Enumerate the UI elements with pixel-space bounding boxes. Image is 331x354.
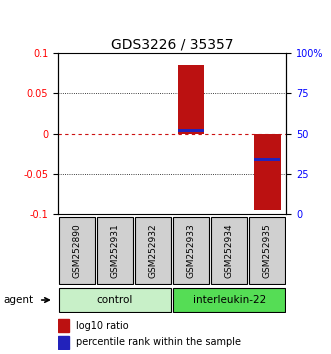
- Text: log10 ratio: log10 ratio: [76, 321, 129, 331]
- Text: GSM252890: GSM252890: [72, 223, 81, 278]
- Bar: [59, 288, 171, 312]
- Bar: [58, 336, 70, 349]
- Bar: [254, 158, 280, 161]
- Bar: [173, 217, 209, 284]
- Bar: [173, 288, 285, 312]
- Bar: [59, 217, 95, 284]
- Text: GSM252932: GSM252932: [149, 223, 158, 278]
- Title: GDS3226 / 35357: GDS3226 / 35357: [111, 38, 233, 52]
- Bar: [249, 217, 285, 284]
- Text: GSM252933: GSM252933: [187, 223, 196, 278]
- Bar: [58, 319, 70, 332]
- Bar: [178, 65, 205, 133]
- Text: GSM252931: GSM252931: [111, 223, 119, 278]
- Text: control: control: [97, 295, 133, 305]
- Bar: [178, 129, 204, 132]
- Text: interleukin-22: interleukin-22: [193, 295, 266, 305]
- Text: GSM252934: GSM252934: [225, 223, 234, 278]
- Bar: [211, 217, 247, 284]
- Bar: [135, 217, 171, 284]
- Bar: [97, 217, 133, 284]
- Bar: [254, 133, 281, 210]
- Text: agent: agent: [3, 295, 33, 305]
- Text: GSM252935: GSM252935: [263, 223, 272, 278]
- Text: percentile rank within the sample: percentile rank within the sample: [76, 337, 241, 347]
